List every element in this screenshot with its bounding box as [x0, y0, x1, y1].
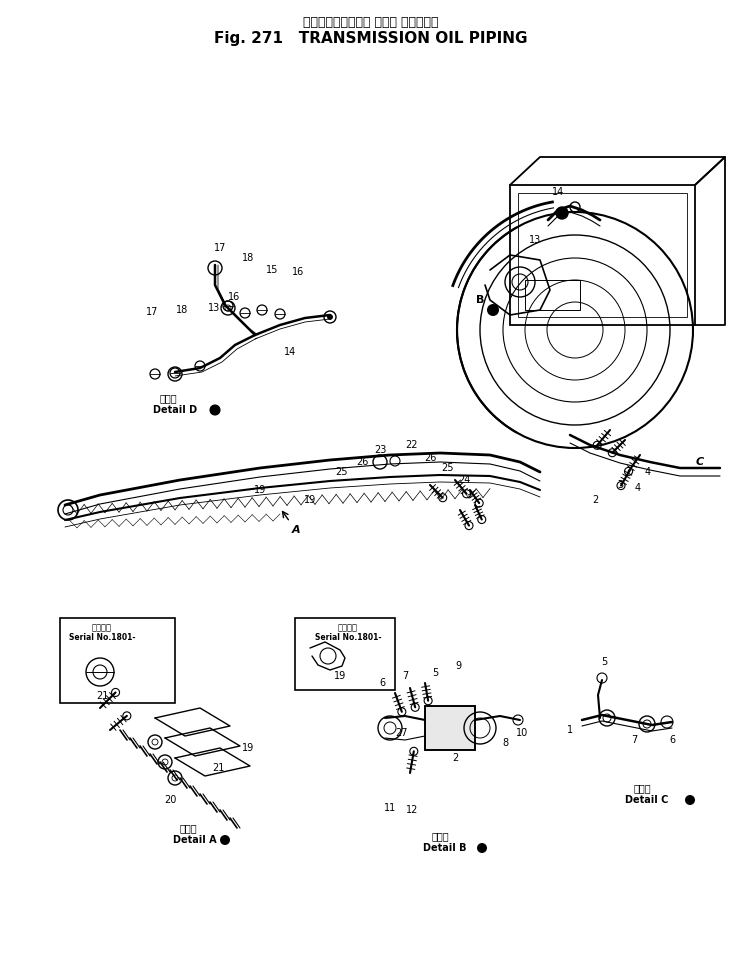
Text: C: C — [696, 457, 704, 467]
Text: 適用番号: 適用番号 — [92, 623, 112, 632]
Text: 7: 7 — [402, 671, 408, 681]
Circle shape — [220, 835, 230, 845]
Text: 6: 6 — [669, 735, 675, 745]
Text: 17: 17 — [146, 307, 158, 317]
Text: 4: 4 — [635, 483, 641, 493]
Text: 14: 14 — [552, 187, 564, 197]
Circle shape — [556, 207, 568, 219]
Text: 18: 18 — [242, 253, 254, 263]
Text: 16: 16 — [228, 292, 240, 302]
Text: 19: 19 — [254, 485, 266, 495]
Text: 17: 17 — [214, 243, 226, 253]
Text: 25: 25 — [335, 467, 348, 477]
Text: 19: 19 — [242, 743, 254, 753]
Text: A: A — [292, 525, 301, 535]
Text: 21: 21 — [96, 691, 108, 701]
Bar — [60, 618, 175, 703]
Bar — [295, 618, 395, 690]
Bar — [425, 706, 475, 750]
Circle shape — [210, 405, 220, 415]
Text: Detail B: Detail B — [423, 843, 467, 853]
Text: 詳　細: 詳 細 — [431, 831, 449, 841]
Bar — [518, 193, 687, 317]
Text: 詳　細: 詳 細 — [179, 823, 197, 833]
Text: 7: 7 — [631, 735, 637, 745]
Bar — [525, 280, 580, 310]
Text: Detail D: Detail D — [153, 405, 197, 415]
Text: Serial No.1801-: Serial No.1801- — [69, 633, 135, 643]
Circle shape — [477, 843, 487, 853]
Text: 詳　細: 詳 細 — [160, 393, 177, 403]
Text: 14: 14 — [284, 347, 296, 357]
Text: 4: 4 — [645, 467, 651, 477]
Text: 24: 24 — [458, 475, 470, 485]
Text: 1: 1 — [567, 725, 573, 735]
Bar — [510, 185, 695, 325]
Text: 16: 16 — [292, 267, 304, 277]
Text: 5: 5 — [432, 668, 438, 678]
Text: 13: 13 — [208, 303, 220, 313]
Text: 26: 26 — [424, 453, 436, 463]
Text: 22: 22 — [406, 440, 418, 450]
Text: Detail C: Detail C — [626, 795, 669, 805]
Text: 詳　細: 詳 細 — [633, 783, 651, 793]
Text: 23: 23 — [374, 445, 386, 455]
Text: 25: 25 — [441, 463, 454, 473]
Text: 適用番号: 適用番号 — [338, 623, 358, 632]
Text: 12: 12 — [406, 805, 418, 815]
Text: 11: 11 — [384, 803, 396, 813]
Text: 21: 21 — [211, 763, 224, 773]
Text: B: B — [476, 295, 485, 305]
Text: 2: 2 — [452, 753, 458, 763]
Text: 3: 3 — [617, 480, 623, 490]
Text: 15: 15 — [266, 265, 278, 275]
Text: 20: 20 — [164, 795, 176, 805]
Text: 6: 6 — [379, 678, 385, 688]
Text: 5: 5 — [601, 657, 607, 667]
Circle shape — [327, 315, 332, 319]
Text: Detail A: Detail A — [173, 835, 217, 845]
Circle shape — [487, 304, 499, 316]
Text: 19: 19 — [334, 671, 346, 681]
Text: 27: 27 — [395, 728, 408, 738]
Bar — [425, 706, 475, 750]
Text: 18: 18 — [176, 305, 188, 315]
Text: トランスミッション オイル パイピング: トランスミッション オイル パイピング — [303, 15, 439, 28]
Text: 19: 19 — [304, 495, 316, 505]
Text: Serial No.1801-: Serial No.1801- — [315, 633, 381, 643]
Text: 26: 26 — [356, 457, 368, 467]
Text: 13: 13 — [529, 235, 541, 245]
Text: 2: 2 — [592, 495, 598, 505]
Text: Fig. 271   TRANSMISSION OIL PIPING: Fig. 271 TRANSMISSION OIL PIPING — [214, 31, 528, 45]
Text: 10: 10 — [516, 728, 528, 738]
Circle shape — [685, 795, 695, 805]
Text: 9: 9 — [455, 661, 461, 671]
Text: 8: 8 — [502, 738, 508, 748]
